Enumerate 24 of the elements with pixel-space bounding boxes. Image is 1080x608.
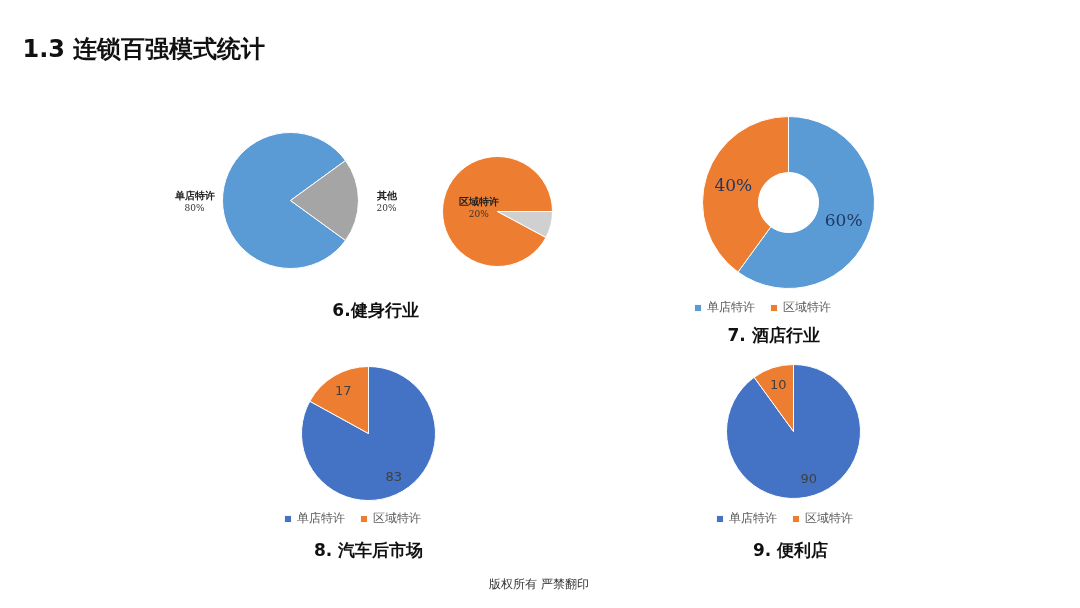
legend-label: 区域特许 bbox=[373, 510, 421, 527]
legend-label: 区域特许 bbox=[805, 510, 853, 527]
text: 8. 汽车后市场 bbox=[313, 539, 424, 560]
text: 1.3 连锁百强模式统计 bbox=[22, 34, 266, 63]
legend-label: 单店特许 bbox=[297, 510, 345, 527]
data-label: 20% bbox=[468, 208, 490, 219]
text: 7. 酒店行业 bbox=[727, 324, 820, 345]
data-label: 40% bbox=[714, 174, 753, 195]
slice-label: 区域特许 bbox=[458, 196, 499, 208]
legend-label: 区域特许 bbox=[783, 299, 831, 316]
data-label: 83 bbox=[385, 468, 403, 484]
data-label: 80% bbox=[184, 202, 205, 213]
text: 6.健身行业 bbox=[332, 299, 419, 320]
legend-label: 单店特许 bbox=[729, 510, 777, 527]
slice-label: 其他 bbox=[375, 190, 398, 201]
legend-label: 单店特许 bbox=[707, 299, 755, 316]
data-label: 20% bbox=[376, 202, 397, 213]
data-label: 60% bbox=[824, 210, 863, 231]
data-label: 90 bbox=[800, 471, 818, 487]
text: 版权所有 严禁翻印 bbox=[488, 576, 589, 591]
data-label: 17 bbox=[334, 383, 352, 399]
slice-label: 单店特许 bbox=[173, 190, 215, 201]
data-label: 10 bbox=[769, 376, 787, 392]
text: 9. 便利店 bbox=[752, 539, 829, 560]
